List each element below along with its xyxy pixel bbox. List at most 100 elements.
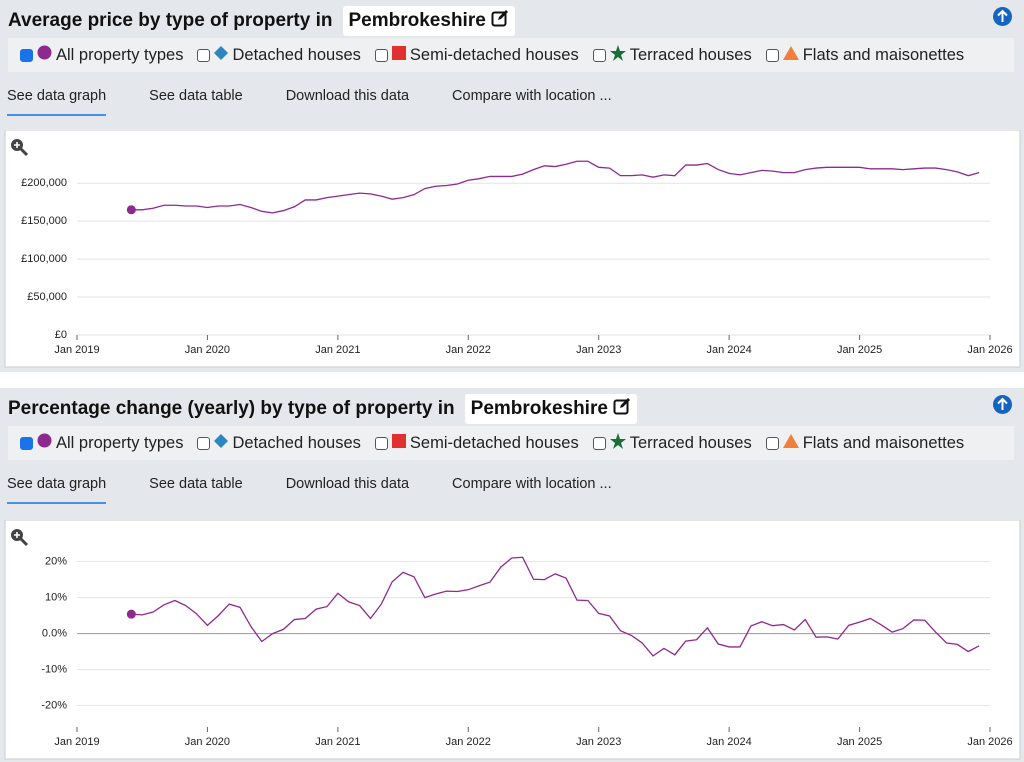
checkbox[interactable] (592, 48, 606, 62)
panel: Percentage change (yearly) by type of pr… (0, 388, 1024, 762)
tab[interactable]: See data graph (7, 474, 107, 504)
y-tick-label: £100,000 (21, 253, 67, 265)
panel-header: Average price by type of property in Pemb… (8, 6, 515, 36)
tab[interactable]: Download this data (285, 88, 410, 104)
tab[interactable]: Compare with location ... (452, 476, 612, 492)
legend-label: All property types (56, 45, 184, 64)
panel-title: Percentage change (yearly) by type of pr… (8, 398, 455, 419)
legend-label: Semi-detached houses (409, 45, 579, 64)
y-tick-label: -10% (41, 664, 67, 676)
tab[interactable]: See data graph (7, 86, 107, 116)
x-tick-label: Jan 2025 (837, 736, 882, 748)
legend-item[interactable]: Detached houses (197, 45, 361, 65)
x-tick-label: Jan 2026 (967, 344, 1012, 356)
legend-item[interactable]: Terraced houses (592, 44, 752, 66)
legend-marker (391, 433, 406, 453)
zoom-icon[interactable] (11, 139, 29, 157)
x-tick-label: Jan 2023 (576, 344, 621, 356)
legend: All property types Detached houses Semi-de… (8, 38, 1014, 72)
legend-marker (782, 45, 799, 65)
tab[interactable]: Download this data (285, 476, 410, 492)
x-tick-label: Jan 2024 (707, 344, 752, 356)
legend-marker (391, 45, 406, 65)
legend-label: Flats and maisonettes (802, 45, 965, 64)
data-line (131, 160, 980, 214)
x-tick-label: Jan 2019 (54, 344, 99, 356)
x-tick-label: Jan 2025 (837, 344, 882, 356)
tab[interactable]: Compare with location ... (452, 88, 612, 104)
x-tick-label: Jan 2021 (315, 736, 360, 748)
scroll-top-button[interactable] (993, 7, 1012, 26)
legend-marker (214, 45, 229, 65)
location-selector[interactable]: Pembrokeshire (464, 394, 637, 424)
legend-item[interactable]: Flats and maisonettes (765, 45, 965, 65)
legend-label: All property types (56, 433, 184, 452)
legend-item[interactable]: All property types (20, 45, 183, 65)
checkbox[interactable] (592, 436, 606, 450)
y-tick-label: £0 (55, 329, 67, 341)
y-tick-label: £150,000 (21, 215, 67, 227)
panel-header: Percentage change (yearly) by type of pr… (8, 394, 637, 424)
chart-background (4, 520, 1021, 760)
location-selector[interactable]: Pembrokeshire (342, 6, 515, 36)
checkbox[interactable] (374, 436, 388, 450)
tabs: See data graph See data table Download thi… (0, 86, 648, 116)
chart-background (4, 130, 1021, 368)
legend-label: Detached houses (232, 45, 361, 64)
checkbox[interactable] (20, 436, 33, 450)
legend-marker (214, 433, 229, 453)
y-tick-label: £200,000 (21, 177, 67, 189)
legend-marker (782, 433, 799, 453)
tab[interactable]: See data table (149, 88, 243, 104)
legend-item[interactable]: Semi-detached houses (374, 433, 579, 453)
location-name: Pembrokeshire (348, 10, 486, 31)
x-tick-label: Jan 2019 (54, 736, 99, 748)
legend-item[interactable]: Flats and maisonettes (765, 433, 965, 453)
location-name: Pembrokeshire (470, 398, 608, 419)
tab[interactable]: See data table (149, 476, 243, 492)
x-tick-label: Jan 2022 (446, 344, 491, 356)
x-tick-label: Jan 2026 (967, 736, 1012, 748)
legend-label: Terraced houses (629, 45, 752, 64)
zoom-icon[interactable] (11, 529, 29, 547)
checkbox[interactable] (765, 436, 779, 450)
checkbox[interactable] (20, 48, 33, 62)
x-tick-label: Jan 2023 (576, 736, 621, 748)
x-tick-label: Jan 2022 (446, 736, 491, 748)
legend-item[interactable]: Detached houses (197, 433, 361, 453)
legend: All property types Detached houses Semi-de… (8, 426, 1014, 460)
checkbox[interactable] (765, 48, 779, 62)
chart: £0 £50,000 £100,000 £150,000 £200,000 Jan 201… (4, 130, 1021, 368)
panel-title: Average price by type of property in (8, 10, 333, 31)
x-tick-label: Jan 2024 (707, 736, 752, 748)
y-tick-label: £50,000 (27, 291, 67, 303)
x-tick-label: Jan 2021 (315, 344, 360, 356)
x-tick-label: Jan 2020 (185, 344, 230, 356)
legend-marker (37, 433, 52, 453)
legend-label: Semi-detached houses (409, 433, 579, 452)
data-line (131, 556, 980, 657)
y-tick-label: 0.0% (42, 628, 67, 640)
start-point (126, 609, 136, 619)
checkbox[interactable] (197, 48, 211, 62)
legend-marker (37, 45, 52, 65)
legend-item[interactable]: Terraced houses (592, 432, 752, 454)
y-tick-label: 10% (45, 592, 67, 604)
legend-label: Detached houses (232, 433, 361, 452)
x-tick-label: Jan 2020 (185, 736, 230, 748)
checkbox[interactable] (197, 436, 211, 450)
panel: Average price by type of property in Pemb… (0, 0, 1024, 372)
legend-item[interactable]: All property types (20, 433, 183, 453)
checkbox[interactable] (374, 48, 388, 62)
y-tick-label: 20% (45, 556, 67, 568)
edit-icon (613, 397, 631, 421)
tabs: See data graph See data table Download thi… (0, 474, 648, 504)
legend-label: Terraced houses (629, 433, 752, 452)
scroll-top-button[interactable] (993, 395, 1012, 414)
legend-item[interactable]: Semi-detached houses (374, 45, 579, 65)
legend-label: Flats and maisonettes (802, 433, 965, 452)
edit-icon (491, 9, 509, 33)
start-point (126, 205, 136, 215)
y-tick-label: -20% (41, 700, 67, 712)
